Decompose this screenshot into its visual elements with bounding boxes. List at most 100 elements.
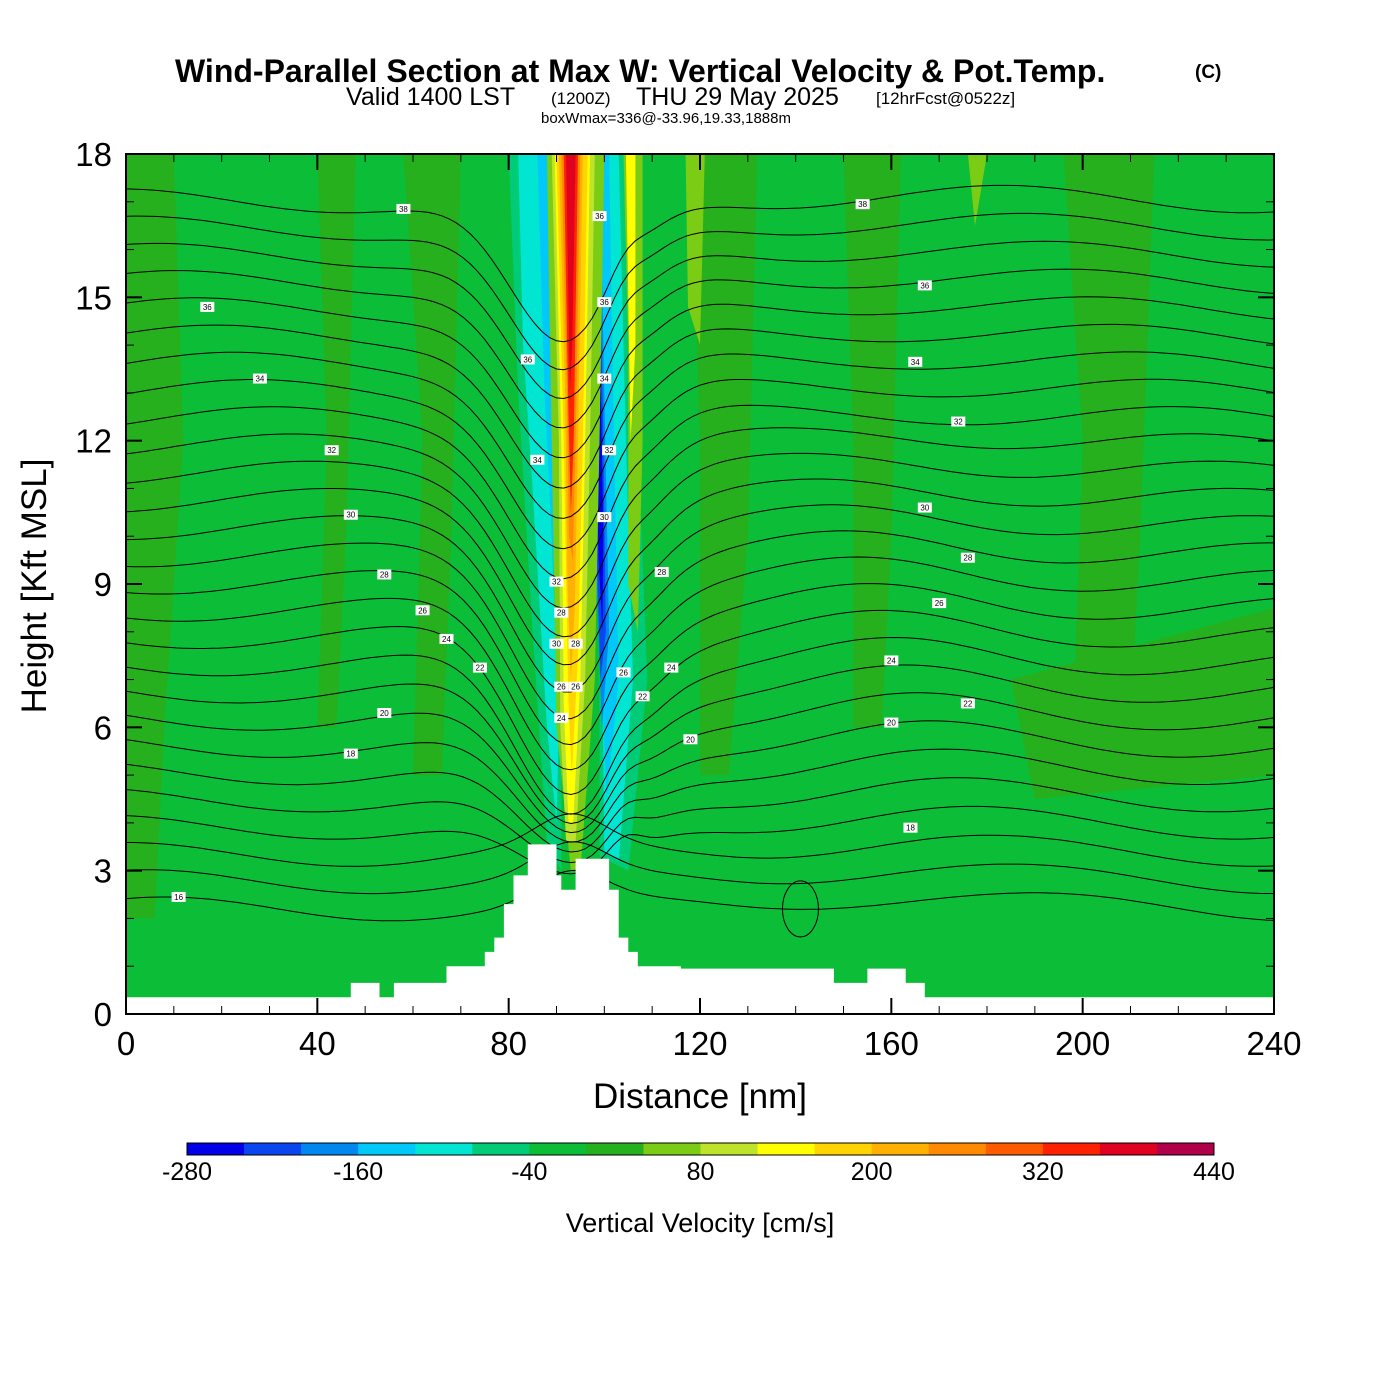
contour-label-bg bbox=[554, 712, 569, 723]
contour-label-text: 16 bbox=[174, 893, 183, 902]
potential-temperature-contours bbox=[126, 184, 1274, 938]
colorbar-swatch bbox=[301, 1143, 359, 1155]
contour-label-bg bbox=[635, 691, 650, 702]
contour-label-text: 26 bbox=[418, 606, 427, 615]
colorbar-swatch bbox=[700, 1143, 759, 1155]
theta-contour-line bbox=[126, 609, 1274, 796]
contour-label-text: 28 bbox=[571, 640, 580, 649]
valid-time-utc: (1200Z) bbox=[551, 89, 611, 108]
y-tick-label: 18 bbox=[75, 136, 112, 173]
colorbar-title: Vertical Velocity [cm/s] bbox=[566, 1208, 835, 1238]
contour-label-text: 34 bbox=[255, 375, 264, 384]
y-tick-label: 12 bbox=[75, 423, 112, 460]
colorbar-swatch bbox=[472, 1143, 530, 1155]
lighter-green-band bbox=[403, 154, 461, 776]
contour-label-text: 22 bbox=[963, 699, 972, 708]
lime-streak bbox=[685, 154, 705, 346]
contour-label-text: 36 bbox=[920, 281, 929, 290]
contour-label-text: 32 bbox=[954, 418, 963, 427]
colorbar-tick-label: -160 bbox=[333, 1158, 383, 1186]
contour-label-text: 34 bbox=[911, 358, 920, 367]
colorbar-swatch bbox=[871, 1143, 930, 1155]
theta-contour-line bbox=[126, 351, 1274, 519]
contour-label-text: 22 bbox=[638, 692, 647, 701]
contour-label-bg bbox=[960, 698, 975, 709]
colorbar-swatch bbox=[529, 1143, 587, 1155]
y-tick-label: 15 bbox=[75, 279, 112, 316]
contour-label-bg bbox=[683, 734, 698, 745]
colorbar-tick-label: -40 bbox=[511, 1158, 547, 1186]
contour-label-bg bbox=[664, 662, 679, 673]
contour-label-bg bbox=[917, 280, 932, 291]
contour-labels: 16 18 20 22 24 26 28 30 32 34 36 38 36 34 32 28 30 26 24 28… bbox=[171, 199, 975, 902]
plot-area: 16 18 20 22 24 26 28 30 32 34 36 38 36 34 32 28 30 26 24 28… bbox=[126, 154, 1274, 1014]
contour-label-bg bbox=[324, 445, 339, 456]
contour-label-text: 26 bbox=[935, 599, 944, 608]
contour-label: 36 bbox=[597, 297, 612, 308]
contour-label-text: 36 bbox=[595, 212, 604, 221]
contour-label-text: 24 bbox=[887, 656, 896, 665]
contour-label: 18 bbox=[903, 822, 918, 833]
colorbar-swatch bbox=[187, 1143, 245, 1155]
contour-label: 32 bbox=[549, 576, 564, 587]
contour-label-text: 32 bbox=[605, 446, 614, 455]
contour-label-text: 32 bbox=[552, 578, 561, 587]
contour-label: 34 bbox=[908, 356, 923, 367]
theta-contour-line bbox=[126, 378, 1274, 550]
contour-label: 34 bbox=[252, 373, 267, 384]
colorbar-frame bbox=[186, 1142, 1215, 1156]
theta-contour-line bbox=[126, 720, 1274, 843]
contour-label-bg bbox=[960, 552, 975, 563]
x-tick-label: 80 bbox=[490, 1025, 527, 1062]
theta-contour-line bbox=[126, 841, 1274, 895]
contour-label-text: 20 bbox=[887, 719, 896, 728]
contour-label-text: 26 bbox=[619, 668, 628, 677]
contour-label-bg bbox=[568, 638, 583, 649]
contour-label: 28 bbox=[654, 567, 669, 578]
contour-label: 32 bbox=[602, 445, 617, 456]
boxwmax-note: boxWmax=336@-33.96,19.33,1888m bbox=[541, 110, 791, 127]
contour-label-bg bbox=[602, 445, 617, 456]
contour-label-bg bbox=[343, 509, 358, 520]
contour-label-bg bbox=[884, 717, 899, 728]
contour-label: 16 bbox=[171, 891, 186, 902]
contour-label-bg bbox=[568, 681, 583, 692]
contour-label: 38 bbox=[396, 203, 411, 214]
contour-label-bg bbox=[171, 891, 186, 902]
y-tick-label: 9 bbox=[94, 566, 112, 603]
contour-label: 20 bbox=[683, 734, 698, 745]
contour-label: 30 bbox=[917, 502, 932, 513]
contour-label-bg bbox=[554, 607, 569, 618]
contour-label: 20 bbox=[884, 717, 899, 728]
theta-contour-line bbox=[126, 692, 1274, 834]
theta-contour-line bbox=[126, 530, 1274, 720]
contour-label-text: 28 bbox=[380, 570, 389, 579]
contour-label-bg bbox=[252, 373, 267, 384]
contour-label: 18 bbox=[343, 748, 358, 759]
theta-contour-line bbox=[126, 296, 1274, 459]
valid-time-date: THU 29 May 2025 bbox=[636, 83, 839, 111]
copyright-mark: (C) bbox=[1195, 62, 1221, 83]
contour-label-text: 32 bbox=[327, 446, 336, 455]
contour-label-text: 18 bbox=[906, 824, 915, 833]
theta-contour-line bbox=[126, 427, 1274, 609]
contour-label-text: 24 bbox=[557, 714, 566, 723]
contour-label: 32 bbox=[951, 416, 966, 427]
contour-label-bg bbox=[592, 211, 607, 222]
contour-label-text: 20 bbox=[686, 735, 695, 744]
contour-label: 36 bbox=[592, 211, 607, 222]
contour-label-text: 20 bbox=[380, 709, 389, 718]
contour-label-bg bbox=[597, 512, 612, 523]
contour-label: 32 bbox=[324, 445, 339, 456]
contour-label: 26 bbox=[616, 667, 631, 678]
contour-label: 22 bbox=[960, 698, 975, 709]
contour-label-text: 28 bbox=[657, 568, 666, 577]
terrain-profile bbox=[126, 844, 1274, 1014]
contour-label-text: 26 bbox=[571, 683, 580, 692]
contour-label-text: 28 bbox=[557, 609, 566, 618]
contour-label: 36 bbox=[200, 301, 215, 312]
contour-label: 24 bbox=[884, 655, 899, 666]
colorbar-tick-label: 440 bbox=[1193, 1158, 1235, 1186]
colorbar-swatch bbox=[814, 1143, 873, 1155]
